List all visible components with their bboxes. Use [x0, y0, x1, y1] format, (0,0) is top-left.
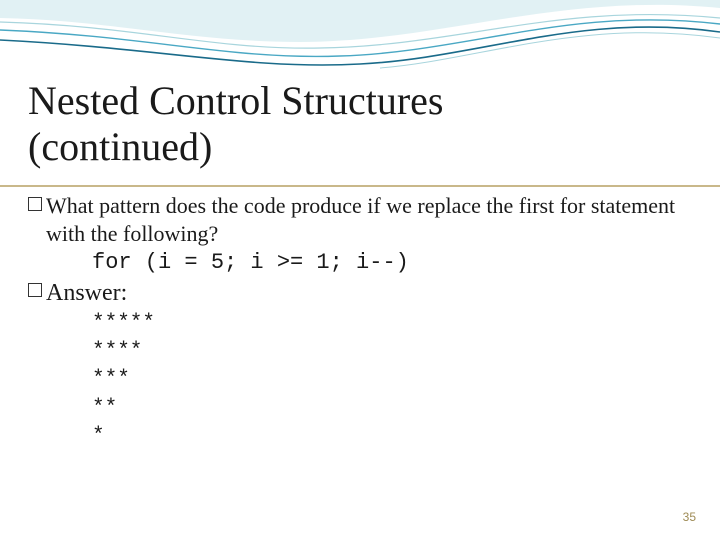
output-line-4: * [92, 423, 692, 451]
page-number: 35 [683, 510, 696, 524]
output-line-1: **** [92, 338, 692, 366]
wave-line-3 [0, 27, 720, 65]
bullet-1-text: What pattern does the code produce if we… [46, 192, 692, 247]
slide-title: Nested Control Structures (continued) [28, 78, 692, 170]
bullet-2-text: Answer: [46, 278, 127, 308]
content-area: Nested Control Structures (continued) Wh… [28, 78, 692, 451]
wave-line-1 [0, 15, 720, 49]
output-line-2: *** [92, 366, 692, 394]
output-line-0: ***** [92, 310, 692, 338]
bullet-box-icon [28, 197, 42, 211]
wave-line-4 [380, 33, 720, 68]
slide-container: Nested Control Structures (continued) Wh… [0, 0, 720, 540]
slide-body: What pattern does the code produce if we… [28, 192, 692, 451]
wave-line-2 [0, 20, 720, 57]
title-line-1: Nested Control Structures [28, 78, 444, 123]
bullet-box-icon [28, 283, 42, 297]
output-line-3: ** [92, 395, 692, 423]
title-line-2: (continued) [28, 124, 212, 169]
bullet-item-2: Answer: [28, 278, 692, 308]
bullet-item-1: What pattern does the code produce if we… [28, 192, 692, 247]
code-line: for (i = 5; i >= 1; i--) [92, 249, 692, 278]
wave-decoration [0, 0, 720, 90]
wave-fill-top [0, 0, 720, 42]
